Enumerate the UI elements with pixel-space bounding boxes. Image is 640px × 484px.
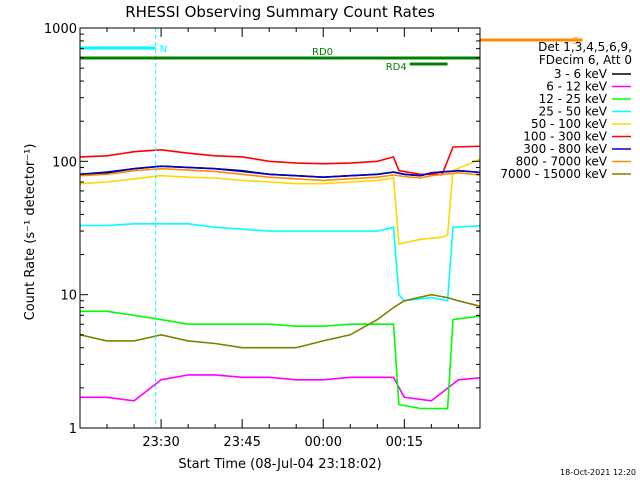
legend-label-25-50-kev: 25 - 50 keV (539, 105, 608, 119)
series-line-50-100-kev (80, 158, 480, 245)
series-line-300-800-kev (80, 165, 480, 179)
x-tick-label: 23:45 (223, 435, 260, 450)
annotation-layer: N RD0 RD4 S (80, 28, 583, 428)
y-tick-label: 10 (60, 289, 77, 304)
annotation-label-rd4: RD4 (386, 62, 407, 73)
x-axis-label: Start Time (08-Jul-04 23:18:02) (178, 457, 381, 472)
series-line-7000-15000-kev (80, 293, 480, 349)
legend-label-800-7000-kev: 800 - 7000 keV (516, 155, 608, 169)
x-tick-label: 00:00 (305, 435, 342, 450)
y-tick-label: 1000 (44, 22, 77, 37)
legend-header-line: Det 1,3,4,5,6,9, (538, 40, 632, 54)
legend-label-3-6-kev: 3 - 6 keV (554, 67, 608, 81)
series-line-800-7000-kev (80, 167, 480, 182)
y-axis-label: Count Rate (s⁻¹ detector⁻¹) (23, 144, 38, 321)
legend-label-300-800-kev: 300 - 800 keV (523, 142, 607, 156)
annotation-label-rd0: RD0 (312, 47, 333, 58)
annotation-label-s: S (572, 36, 578, 47)
annotation-label-n: N (160, 44, 167, 55)
axis-layer: 1 10 100 1000 23:30 23:45 00:00 00:15 (44, 22, 480, 450)
x-tick-label: 23:30 (142, 435, 179, 450)
timestamp: 18-Oct-2021 12:20 (560, 468, 636, 477)
y-tick-label: 1 (69, 422, 77, 437)
series-line-12-25-kev (80, 310, 480, 410)
x-tick-label: 00:15 (386, 435, 423, 450)
legend-label-50-100-kev: 50 - 100 keV (531, 117, 608, 131)
legend-label-7000-15000-kev: 7000 - 15000 keV (500, 167, 607, 181)
legend-label-6-12-kev: 6 - 12 keV (546, 80, 608, 94)
data-layer (80, 145, 480, 410)
legend-header-line: FDecim 6, Att 0 (539, 53, 632, 67)
legend: Det 1,3,4,5,6,9,FDecim 6, Att 03 - 6 keV… (500, 40, 632, 181)
y-tick-label: 100 (52, 155, 77, 170)
plot-frame (79, 27, 481, 429)
series-line-100-300-kev (80, 145, 480, 176)
series-line-6-12-kev (80, 374, 480, 402)
legend-label-100-300-kev: 100 - 300 keV (523, 130, 607, 144)
chart-title: RHESSI Observing Summary Count Rates (125, 3, 435, 21)
legend-label-12-25-kev: 12 - 25 keV (539, 92, 608, 106)
